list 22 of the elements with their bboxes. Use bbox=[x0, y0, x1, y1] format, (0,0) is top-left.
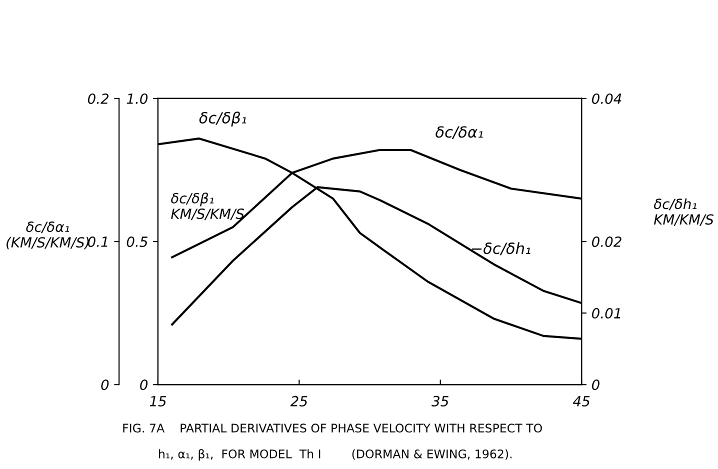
y-tick-label: 0 bbox=[140, 380, 148, 390]
series-label: −δc/δh₁ bbox=[472, 242, 530, 256]
y3-tick-label: 0 bbox=[101, 380, 109, 390]
x-tick-label: 45 bbox=[572, 396, 590, 406]
y3-axis-title: δc/δα₁ (KM/S/KM/S) bbox=[6, 222, 89, 250]
y3-tick-label: 0.2 bbox=[88, 93, 108, 104]
y-tick-label: 0.5 bbox=[126, 236, 148, 248]
y2-tick-label: 0 bbox=[592, 380, 600, 390]
y2-tick-label: 0.02 bbox=[592, 236, 622, 248]
y2-tick-label: 0.04 bbox=[592, 93, 622, 104]
y2-axis-title: δc/δh₁ KM/KM/S bbox=[654, 198, 714, 226]
x-tick-label: 15 bbox=[150, 396, 166, 406]
series-label: δc/δβ₁ bbox=[199, 112, 246, 127]
x-tick-label: 35 bbox=[432, 396, 448, 406]
y-axis-title: δc/δβ₁ KM/S/KM/S bbox=[171, 192, 244, 220]
y-tick-label: 1.0 bbox=[126, 93, 148, 104]
y3-tick-label: 0.1 bbox=[88, 236, 108, 248]
series-label: δc/δα₁ bbox=[436, 126, 483, 139]
x-tick-label: 25 bbox=[290, 396, 308, 406]
caption: FIG. 7A PARTIAL DERIVATIVES OF PHASE VELOCITY WITH RESPECT TO bbox=[123, 424, 542, 433]
text: h₁, α₁, β₁, FOR MODEL Th I (DORMAN & EWING, 1962). bbox=[159, 449, 512, 461]
y2-tick-label: 0.01 bbox=[592, 308, 620, 319]
